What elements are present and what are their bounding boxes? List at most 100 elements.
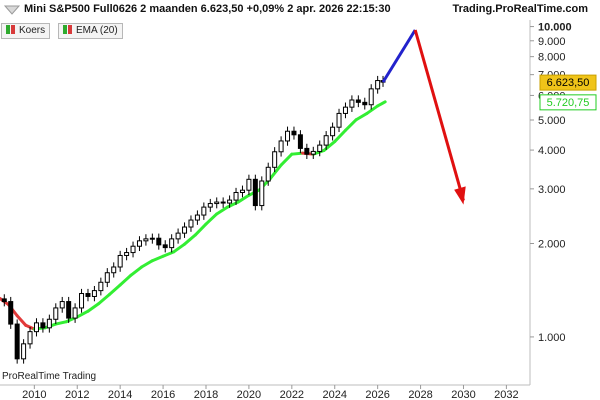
- ema-segment: [140, 259, 154, 269]
- candle: [201, 202, 207, 220]
- legend-swatch-icon: [11, 25, 15, 34]
- candle: [252, 174, 258, 211]
- candle: [362, 97, 368, 110]
- ema-segment: [161, 250, 176, 258]
- legend-swatch-icon: [6, 25, 10, 34]
- candle: [214, 197, 220, 209]
- y-tick-label: 3.000: [538, 184, 566, 196]
- candle: [355, 95, 361, 108]
- ema-segment: [86, 302, 101, 313]
- x-tick-label: 2016: [151, 389, 175, 400]
- legend-label: EMA (20): [76, 25, 118, 36]
- x-tick: 2028: [408, 385, 433, 400]
- y-tick-label: 5.000: [538, 115, 566, 127]
- legend-item-koers[interactable]: Koers: [1, 23, 51, 39]
- x-tick-label: 2022: [280, 389, 304, 400]
- x-tick: 2018: [194, 385, 218, 400]
- ema-segment: [193, 222, 208, 237]
- candle: [182, 222, 188, 238]
- ema-segment: [268, 163, 283, 180]
- candle: [246, 174, 252, 196]
- ema-segment: [236, 193, 251, 204]
- candle: [317, 140, 323, 157]
- arrow-down-icon: [454, 186, 466, 205]
- x-tick-label: 2012: [65, 389, 89, 400]
- ema-segment: [118, 273, 133, 287]
- ema-price-tag: 5.720,75: [539, 94, 597, 111]
- x-tick: 2024: [322, 385, 347, 400]
- candle: [278, 136, 284, 157]
- candle: [79, 288, 85, 313]
- y-tick-label: 8.000: [538, 52, 566, 64]
- ema-segment: [172, 242, 187, 254]
- candle: [14, 319, 20, 364]
- price-tags: 6.623,50 5.720,75: [539, 74, 597, 111]
- candle: [72, 303, 78, 323]
- candle: [323, 131, 329, 150]
- price-tag-label: 6.623,50: [547, 77, 590, 89]
- candle: [66, 296, 72, 323]
- ema-segment: [354, 111, 369, 122]
- x-tick: 2010: [22, 385, 47, 400]
- candle: [272, 147, 278, 173]
- y-tick: 9.000: [530, 36, 566, 48]
- x-tick-label: 2014: [108, 389, 132, 400]
- candle: [188, 215, 194, 232]
- candle: [91, 285, 97, 302]
- candle: [98, 277, 104, 296]
- candle: [117, 250, 123, 272]
- candle: [297, 130, 303, 154]
- candle: [59, 296, 65, 313]
- y-tick-label: 9.000: [538, 36, 566, 48]
- ema-segment: [150, 254, 165, 263]
- ema-segment: [97, 292, 111, 306]
- candle: [169, 234, 175, 253]
- x-tick-label: 2026: [365, 389, 389, 400]
- x-tick-label: 2024: [322, 389, 346, 400]
- x-tick: 2032: [494, 385, 519, 400]
- ema-segment: [343, 118, 358, 132]
- ema-segment: [15, 314, 28, 327]
- candle: [239, 185, 245, 198]
- y-tick: 1.000: [530, 332, 566, 344]
- candle: [368, 84, 374, 110]
- candle: [342, 102, 348, 119]
- ema-segment: [107, 283, 122, 296]
- candle: [220, 197, 226, 208]
- y-tick: 5.000: [530, 115, 566, 127]
- ema-segment: [376, 100, 387, 108]
- candle: [46, 314, 52, 333]
- candle: [104, 268, 110, 288]
- ema-segment: [365, 104, 380, 115]
- candle: [85, 288, 91, 302]
- y-tick: 8.000: [530, 52, 566, 64]
- candle: [162, 240, 168, 253]
- x-axis-ticks: 2010 2012 2014 2016 2018 2020 2022 2024 2026 2028…: [22, 385, 519, 400]
- chevron-down-icon[interactable]: [4, 4, 20, 16]
- candle: [53, 303, 59, 325]
- y-tick-label: 10.000: [538, 22, 572, 34]
- candle: [233, 187, 239, 205]
- ema-segment: [129, 265, 144, 277]
- candle: [207, 198, 213, 212]
- y-tick: 4.000: [530, 145, 566, 157]
- site-brand: Trading.ProRealTime.com: [452, 3, 588, 15]
- ema-line: [0, 100, 387, 331]
- y-axis-ticks: 1.0002.0003.0004.0005.0006.0007.0008.000…: [530, 22, 572, 344]
- candle: [349, 95, 355, 112]
- legend-bar: Koers EMA (20): [0, 21, 600, 39]
- chart-title: Mini S&P500 Full0626 2 maanden 6.623,50 …: [24, 3, 391, 15]
- x-tick: 2030: [451, 385, 476, 400]
- candle: [291, 126, 297, 140]
- x-tick-label: 2010: [22, 389, 46, 400]
- candle: [149, 233, 155, 244]
- watermark: ProRealTime Trading: [2, 371, 97, 382]
- ema-segment: [215, 205, 229, 216]
- x-tick-label: 2030: [451, 389, 475, 400]
- y-tick: 2.000: [530, 239, 566, 251]
- projection-up-line: [381, 29, 417, 83]
- legend-item-ema[interactable]: EMA (20): [58, 23, 123, 39]
- x-tick-label: 2032: [494, 389, 518, 400]
- candle: [304, 143, 310, 159]
